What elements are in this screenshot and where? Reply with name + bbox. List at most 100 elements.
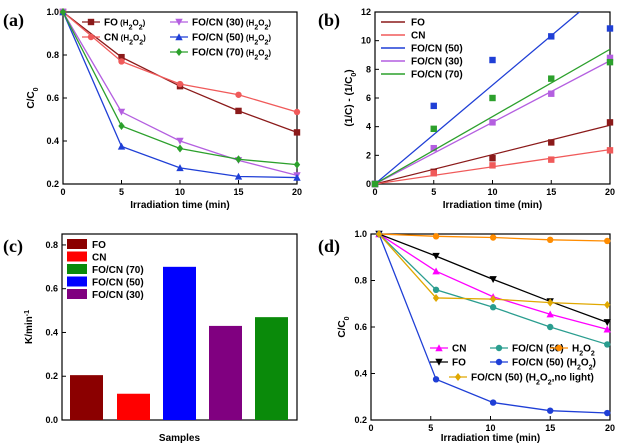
- data-point: [548, 75, 555, 82]
- legend-swatch: [67, 251, 87, 262]
- data-point: [293, 129, 301, 136]
- x-tick-label: 5: [428, 423, 433, 433]
- y-tick-label: 0.6: [46, 93, 59, 103]
- y-tick-label: 2: [366, 150, 371, 160]
- legend-marker: [435, 344, 443, 352]
- legend-label: FO/CN (30): [92, 290, 144, 301]
- y-axis-label: C/C0: [26, 87, 40, 108]
- legend-swatch: [67, 289, 87, 299]
- series-line-5: [378, 233, 608, 414]
- legend-marker: [435, 358, 443, 366]
- data-point: [489, 119, 496, 126]
- data-point: [548, 139, 555, 146]
- data-point: [489, 162, 496, 169]
- x-axis-label: Samples: [159, 433, 201, 444]
- panel-label: (b): [318, 10, 340, 31]
- x-tick-label: 5: [119, 187, 124, 197]
- x-tick-label: 10: [485, 423, 495, 433]
- legend-marker: [87, 18, 95, 26]
- data-point: [604, 409, 611, 417]
- x-axis-label: Irradiation time (min): [130, 200, 229, 211]
- y-tick-label: 0.6: [354, 322, 367, 332]
- data-point: [489, 295, 497, 304]
- legend-label: FO/CN (70): [92, 265, 144, 276]
- data-point: [548, 156, 555, 163]
- legend-label: FO/CN (30): [411, 57, 463, 68]
- legend-label: FO/CN (50) (H2O2): [192, 33, 271, 47]
- data-point: [176, 164, 184, 172]
- panel-label: (d): [318, 236, 340, 257]
- legend-label: FO: [452, 358, 466, 369]
- data-point: [235, 155, 242, 164]
- x-tick-label: 15: [546, 187, 556, 197]
- y-axis-label: K/min-1: [24, 310, 36, 344]
- x-tick-label: 0: [368, 423, 373, 433]
- legend-marker: [454, 373, 462, 381]
- legend-label: FO/CN (50): [411, 44, 463, 55]
- x-axis-label: Irradiation time (min): [441, 433, 540, 444]
- data-point: [430, 125, 437, 133]
- y-tick-label: 1.0: [354, 229, 367, 239]
- data-point: [489, 399, 497, 406]
- bar-3: [163, 266, 196, 420]
- data-point: [293, 160, 301, 169]
- legend: CN FO/CN (50) H2O2 FO FO/CN (50) (H2O2)FO/CN…: [430, 344, 596, 387]
- bar-5: [255, 317, 288, 420]
- data-point: [176, 80, 184, 88]
- legend-label: CN: [92, 253, 106, 264]
- fit-line-3: [375, 12, 581, 184]
- legend-label: FO/CN (50): [512, 344, 564, 355]
- data-point: [546, 298, 554, 307]
- data-point: [489, 304, 497, 311]
- data-point: [604, 237, 611, 245]
- y-tick-label: 10: [361, 36, 371, 46]
- legend-label: FO: [92, 240, 106, 251]
- legend-label: FO/CN (50): [92, 278, 144, 289]
- legend: FO (H2O2)CN (H2O2)FO/CN (30) (H2O2)FO/CN…: [82, 18, 271, 61]
- legend-marker: [87, 33, 95, 41]
- legend-label: FO/CN (50) (H2O2,no light): [471, 373, 594, 387]
- series-line-2: [378, 233, 608, 346]
- data-point: [489, 94, 496, 102]
- x-tick-label: 20: [605, 423, 615, 433]
- data-point: [118, 58, 125, 65]
- y-tick-label: 0.0: [45, 415, 58, 425]
- x-tick-label: 20: [605, 187, 615, 197]
- data-point: [546, 323, 554, 331]
- y-tick-label: 0.6: [45, 284, 58, 294]
- x-tick-label: 10: [175, 187, 185, 197]
- data-point: [432, 376, 440, 383]
- legend-swatch: [67, 239, 87, 249]
- legend-marker: [175, 48, 183, 56]
- x-tick-label: 10: [487, 187, 497, 197]
- panel-label: (a): [3, 10, 24, 31]
- legend-marker: [175, 33, 183, 41]
- y-tick-label: 1.0: [46, 7, 59, 17]
- panel-b: 0 2 4 6 8 10 12 0 5 10 15 20 FO CN FO/CN (50) FO/CN (30…: [318, 7, 615, 211]
- y-tick-label: 4: [366, 122, 371, 132]
- data-point: [606, 147, 614, 154]
- data-point: [375, 230, 383, 238]
- y-tick-label: 0.2: [45, 371, 58, 381]
- bar-2: [117, 393, 150, 420]
- data-point: [117, 108, 126, 116]
- data-point: [604, 300, 611, 309]
- y-tick-label: 0.8: [45, 240, 58, 250]
- data-point: [489, 155, 496, 162]
- data-point: [603, 325, 611, 333]
- data-point: [293, 108, 301, 116]
- y-tick-label: 0: [366, 179, 371, 189]
- legend: FO CN FO/CN (50) FO/CN (30) FO/CN (70): [381, 18, 463, 81]
- legend-label: CN: [411, 31, 425, 42]
- panel-label: (c): [3, 236, 23, 257]
- bar-4: [209, 325, 242, 420]
- data-point: [176, 144, 184, 153]
- x-tick-label: 5: [431, 187, 436, 197]
- y-tick-label: 0.8: [46, 50, 59, 60]
- legend-marker: [555, 344, 563, 352]
- x-tick-label: 0: [372, 187, 377, 197]
- y-tick-label: 0.2: [46, 179, 59, 189]
- data-point: [546, 310, 554, 318]
